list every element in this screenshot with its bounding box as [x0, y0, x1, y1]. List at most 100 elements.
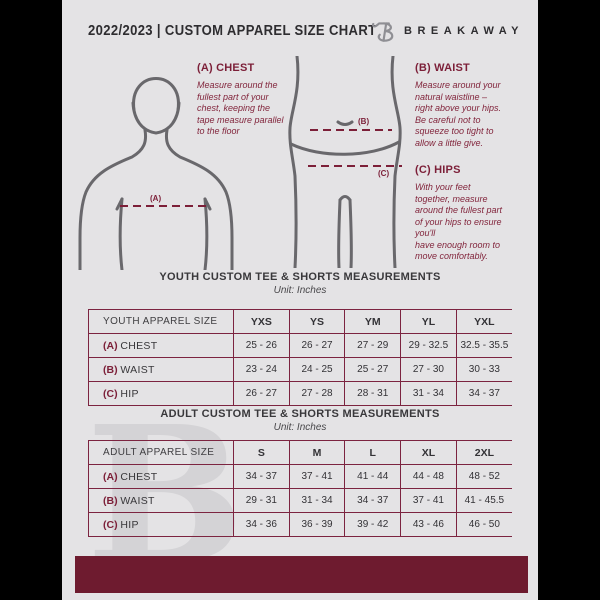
- value-cell: 27 - 29: [344, 333, 402, 358]
- row-key: (B): [103, 363, 118, 376]
- row-key: (C): [103, 518, 118, 531]
- hips-guide-heading: (C) HIPS: [415, 164, 461, 176]
- value-cell: 37 - 41: [400, 488, 457, 513]
- size-chart-document: 2022/2023 | CUSTOM APPAREL SIZE CHART BR…: [62, 0, 538, 600]
- value-cell: 26 - 27: [233, 381, 290, 406]
- waist-guide-text: Measure around your natural waistline – …: [415, 80, 502, 148]
- waist-guide-heading: (B) WAIST: [415, 62, 470, 74]
- value-cell: 46 - 50: [468, 519, 500, 530]
- value-cell: 41 - 45.5: [464, 495, 505, 506]
- chest-guide: (A) CHEST Measure around the fullest par…: [197, 62, 305, 138]
- lower-body-figure: [288, 56, 402, 268]
- value-cell: 25 - 26: [233, 333, 290, 358]
- value-cell: 30 - 33: [468, 364, 500, 375]
- waist-marker-label: (B): [358, 117, 370, 126]
- waist-guide: (B) WAIST Measure around your natural wa…: [415, 62, 533, 149]
- hips-guide-text: With your feet together, measure around …: [415, 182, 503, 261]
- chest-marker-label: (A): [150, 194, 162, 203]
- adult-size-table: ADULT APPAREL SIZE S M L XL 2XL (A) CHES…: [88, 440, 512, 537]
- table-row: (A) CHEST 25 - 26 26 - 27 27 - 29 29 - 3…: [88, 333, 512, 358]
- header-cell: YM: [344, 309, 402, 334]
- value-cell: 27 - 28: [289, 381, 346, 406]
- row-label: (C) HIP: [88, 381, 234, 406]
- footer-bar: [75, 556, 528, 593]
- page-title: 2022/2023 | CUSTOM APPAREL SIZE CHART: [88, 23, 377, 39]
- row-key: (C): [103, 387, 118, 400]
- value-cell: 27 - 30: [400, 357, 457, 382]
- row-name: HIP: [120, 387, 139, 400]
- value-cell: 34 - 37: [468, 388, 500, 399]
- table-row: (A) CHEST 34 - 37 37 - 41 41 - 44 44 - 4…: [88, 464, 512, 489]
- value-cell: 26 - 27: [289, 333, 346, 358]
- value-cell: 31 - 34: [400, 381, 457, 406]
- value-cell: 25 - 27: [344, 357, 402, 382]
- brand-lockup: BREAKAWAY: [370, 17, 524, 45]
- adult-table-title: ADULT CUSTOM TEE & SHORTS MEASUREMENTS: [160, 408, 440, 420]
- brand-name: BREAKAWAY: [404, 25, 524, 37]
- row-key: (A): [103, 470, 118, 483]
- row-label: (C) HIP: [88, 512, 234, 537]
- row-label: (B) WAIST: [88, 488, 234, 513]
- value-cell: 31 - 34: [289, 488, 346, 513]
- row-name: CHEST: [120, 470, 158, 483]
- value-cell: 32.5 - 35.5: [460, 340, 509, 351]
- value-cell: 41 - 44: [344, 464, 402, 489]
- value-cell: 34 - 36: [233, 512, 290, 537]
- youth-table-caption: YOUTH CUSTOM TEE & SHORTS MEASUREMENTS U…: [88, 271, 512, 296]
- upper-body-figure: [78, 77, 234, 270]
- header-cell: YXS: [233, 309, 290, 334]
- value-cell: 34 - 37: [233, 464, 290, 489]
- header-cell: YXL: [474, 315, 495, 328]
- row-name: WAIST: [120, 363, 155, 376]
- header-cell: S: [233, 440, 290, 465]
- header-cell: YOUTH APPAREL SIZE: [88, 309, 234, 334]
- hips-measure-line: [308, 165, 402, 167]
- row-label: (A) CHEST: [88, 464, 234, 489]
- value-cell: 43 - 46: [400, 512, 457, 537]
- table-row: (C) HIP 34 - 36 36 - 39 39 - 42 43 - 46 …: [88, 512, 512, 537]
- value-cell: 36 - 39: [289, 512, 346, 537]
- hips-marker-label: (C): [378, 169, 390, 178]
- value-cell: 44 - 48: [400, 464, 457, 489]
- youth-size-table: YOUTH APPAREL SIZE YXS YS YM YL YXL (A) …: [88, 309, 512, 406]
- value-cell: 48 - 52: [468, 471, 500, 482]
- value-cell: 29 - 32.5: [400, 333, 457, 358]
- value-cell: 28 - 31: [344, 381, 402, 406]
- chest-guide-heading: (A) CHEST: [197, 62, 255, 74]
- value-cell: 23 - 24: [233, 357, 290, 382]
- value-cell: 37 - 41: [289, 464, 346, 489]
- table-row: (B) WAIST 23 - 24 24 - 25 25 - 27 27 - 3…: [88, 357, 512, 382]
- youth-table-title: YOUTH CUSTOM TEE & SHORTS MEASUREMENTS: [159, 271, 441, 283]
- header-cell: L: [344, 440, 402, 465]
- breakaway-logo-icon: [371, 22, 394, 42]
- hips-guide: (C) HIPS With your feet together, measur…: [415, 164, 537, 263]
- value-cell: 24 - 25: [289, 357, 346, 382]
- table-row: (B) WAIST 29 - 31 31 - 34 34 - 37 37 - 4…: [88, 488, 512, 513]
- table-header-row: YOUTH APPAREL SIZE YXS YS YM YL YXL: [88, 309, 512, 334]
- chest-guide-text: Measure around the fullest part of your …: [197, 80, 284, 136]
- header-cell: M: [289, 440, 346, 465]
- row-name: HIP: [120, 518, 139, 531]
- value-cell: 39 - 42: [344, 512, 402, 537]
- row-name: WAIST: [120, 494, 155, 507]
- header-cell: 2XL: [474, 446, 494, 459]
- header-cell: YS: [289, 309, 346, 334]
- table-header-row: ADULT APPAREL SIZE S M L XL 2XL: [88, 440, 512, 465]
- waist-measure-line: [310, 129, 392, 131]
- header-cell: XL: [400, 440, 457, 465]
- row-key: (B): [103, 494, 118, 507]
- adult-table-caption: ADULT CUSTOM TEE & SHORTS MEASUREMENTS U…: [88, 408, 512, 433]
- value-cell: 29 - 31: [233, 488, 290, 513]
- adult-table-unit: Unit: Inches: [273, 422, 327, 433]
- table-row: (C) HIP 26 - 27 27 - 28 28 - 31 31 - 34 …: [88, 381, 512, 406]
- row-label: (A) CHEST: [88, 333, 234, 358]
- row-label: (B) WAIST: [88, 357, 234, 382]
- row-name: CHEST: [120, 339, 158, 352]
- header-cell: YL: [400, 309, 457, 334]
- chest-measure-line: [120, 205, 207, 207]
- header-cell: ADULT APPAREL SIZE: [88, 440, 234, 465]
- value-cell: 34 - 37: [344, 488, 402, 513]
- row-key: (A): [103, 339, 118, 352]
- youth-table-unit: Unit: Inches: [273, 285, 327, 296]
